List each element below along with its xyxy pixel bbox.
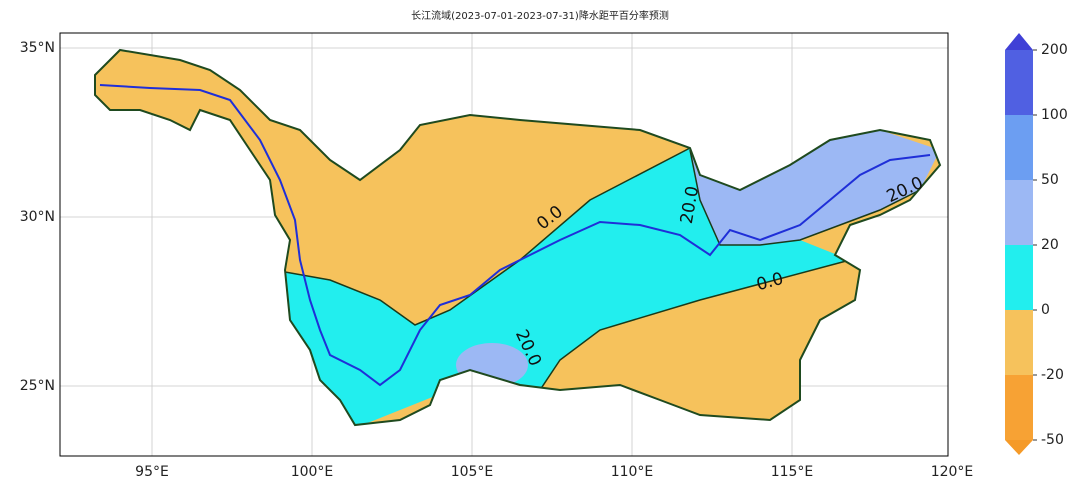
colorbar-tick-label: -20 [1041,367,1064,383]
high-anomaly-area [456,343,528,387]
colorbar-tick-label: 100 [1041,107,1068,123]
colorbar-segment [1005,375,1033,440]
map-title: 长江流域(2023-07-01-2023-07-31)降水距平百分率预测 [411,9,669,22]
colorbar-segment [1005,115,1033,180]
contour-line [284,147,691,326]
map-frame [59,32,949,457]
colorbar-tick-label: 50 [1041,172,1059,188]
lon-tick-label: 120°E [931,464,974,480]
lon-tick-label: 105°E [451,464,494,480]
basin [94,49,941,426]
high-anomaly-area [690,130,940,245]
colorbar-tick-label: 200 [1041,42,1068,58]
lon-tick-label: 100°E [291,464,334,480]
colorbar-extension [1005,33,1033,50]
colorbar-segment [1005,180,1033,245]
colorbar-segment [1005,245,1033,310]
colorbar-tick-label: 0 [1041,302,1050,318]
lon-tick-label: 110°E [611,464,654,480]
colorbar-extension [1005,440,1033,455]
colorbar-tick-label: 20 [1041,237,1059,253]
lon-tick-label: 95°E [135,464,169,480]
lat-tick-label: 25°N [20,378,55,394]
lat-tick-label: 30°N [20,209,55,225]
lon-tick-label: 115°E [771,464,814,480]
lat-tick-label: 35°N [20,40,55,56]
colorbar-segment [1005,310,1033,375]
river [99,84,931,387]
colorbar-segment [1005,50,1033,115]
contour-line [689,149,921,246]
contour-line [539,259,851,391]
colorbar-tick-label: -50 [1041,432,1064,448]
